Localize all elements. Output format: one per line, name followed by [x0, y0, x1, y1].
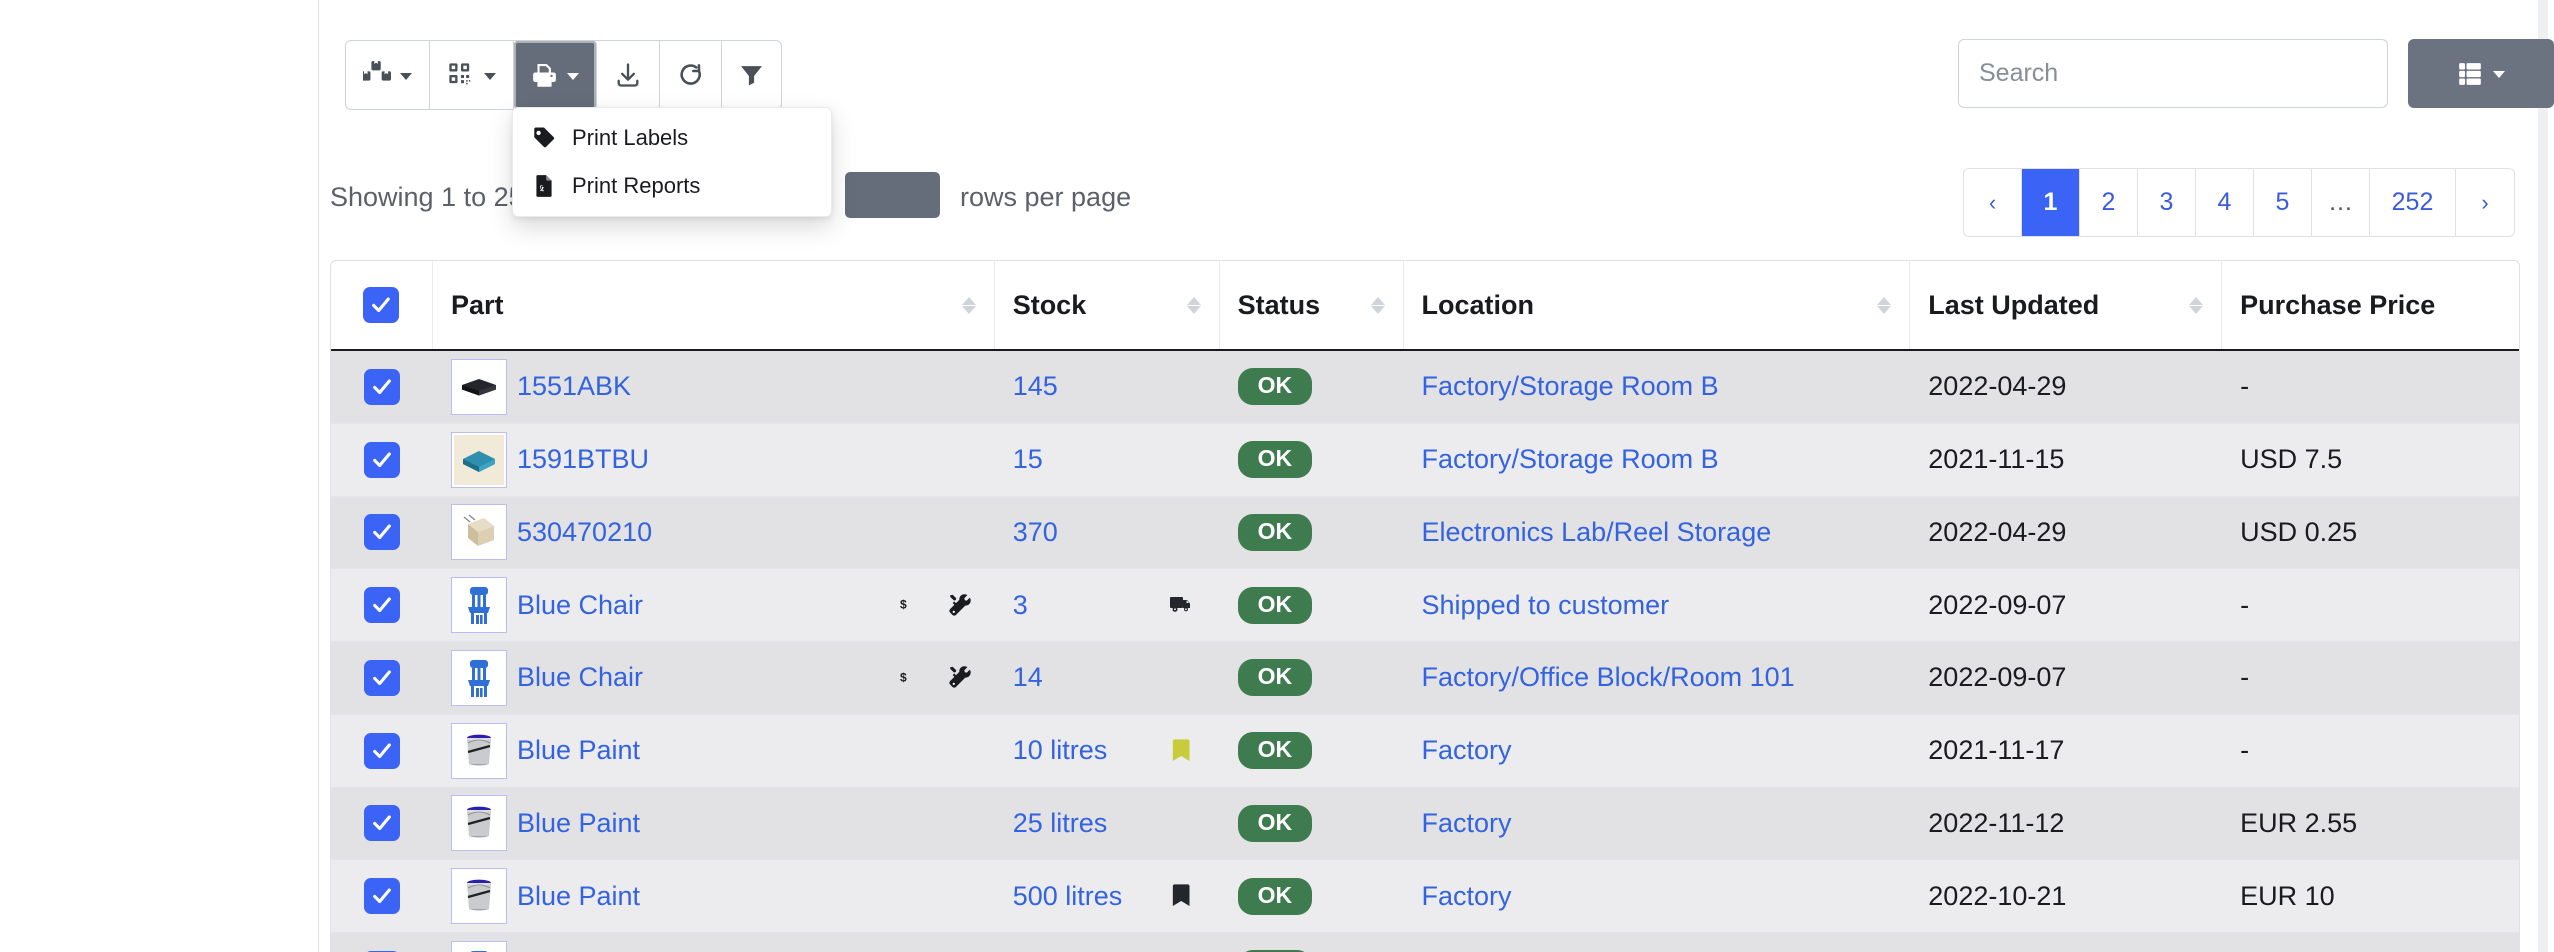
svg-text:$: $	[900, 598, 907, 612]
svg-text:$: $	[900, 670, 907, 684]
